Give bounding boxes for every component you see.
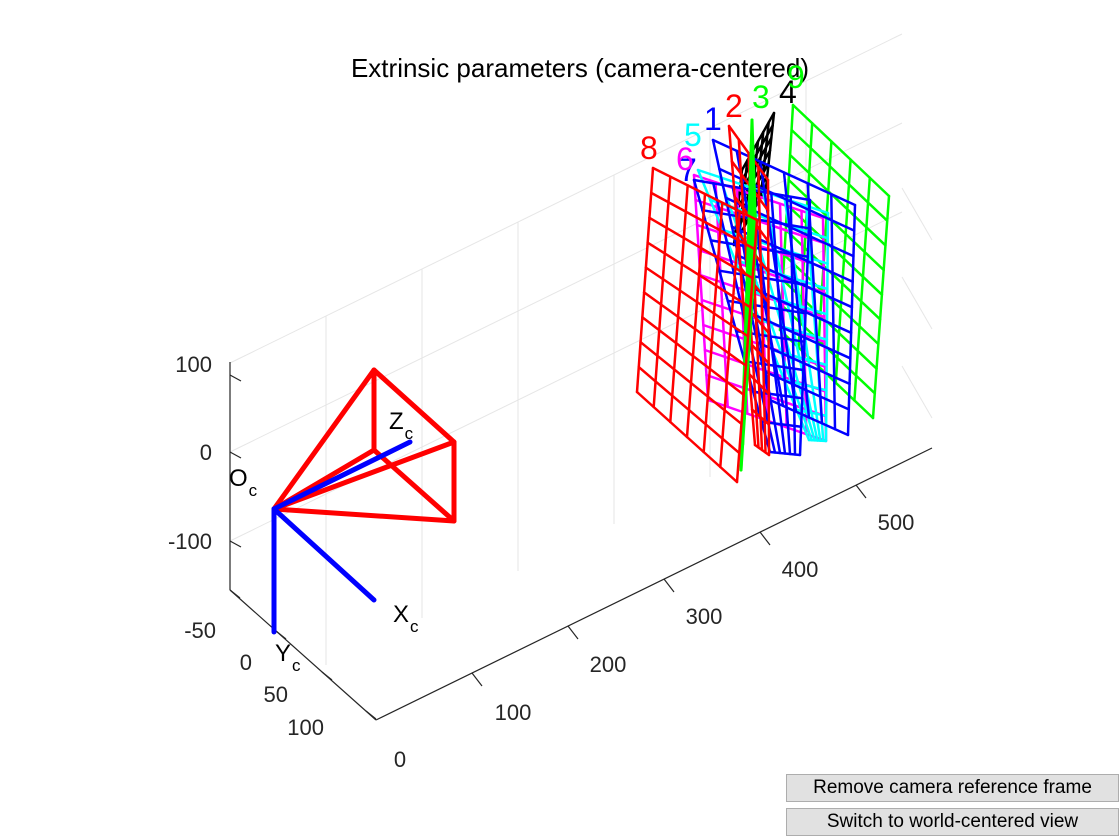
plane-8-horizontal-line [648, 216, 754, 280]
x-axis-label: Xc [393, 601, 419, 636]
plane-label-4: 4 [779, 74, 797, 110]
plane-1-horizontal-line [768, 398, 850, 437]
plane-8-vertical-line [635, 166, 655, 394]
x-tick-label: 100 [287, 715, 324, 740]
plane-8-vertical-line [685, 192, 707, 439]
camera-x-axis [271, 506, 377, 603]
plane-label-7: 7 [679, 152, 697, 188]
plane-1-horizontal-line [762, 369, 851, 411]
plane-labels: 8 7 6 5 1 2 3 4 9 [640, 59, 805, 188]
plane-9-vertical-line [853, 176, 872, 402]
calibration-plane-8 [635, 166, 759, 484]
z-tick-label: -100 [168, 529, 212, 554]
z-tick-label: 100 [175, 352, 212, 377]
plane-5-vertical-line [824, 211, 830, 443]
plane-label-5: 5 [684, 117, 702, 153]
plane-6-vertical-line [692, 173, 710, 402]
plane-7-vertical-line [770, 192, 792, 456]
plane-label-6: 6 [676, 141, 694, 177]
x-tick-label: 50 [264, 682, 288, 707]
z-tick-labels: 100 0 -100 [168, 352, 212, 554]
plane-9-horizontal-line [785, 203, 884, 296]
plane-8-horizontal-line [641, 316, 745, 396]
depth-tick-label: 200 [590, 652, 627, 677]
plane-8-horizontal-line [642, 291, 748, 367]
depth-tick-label: 0 [394, 747, 406, 772]
plane-8-vertical-line [669, 184, 689, 424]
depth-tick-label: 300 [686, 604, 723, 629]
plane-5-vertical-line [761, 190, 819, 442]
plane-label-8: 8 [640, 130, 658, 166]
plane-2-horizontal-line [750, 408, 771, 426]
plane-8-horizontal-line [649, 191, 757, 251]
camera-axis-labels: Oc Xc Yc Zc [229, 408, 419, 675]
plane-label-9: 9 [787, 59, 805, 95]
plane-7-horizontal-line [726, 299, 807, 315]
x-tick-label: -50 [184, 618, 216, 643]
plane-1-horizontal-line [711, 138, 857, 207]
plane-1-horizontal-line [737, 254, 854, 309]
plane-2-vertical-line [757, 165, 767, 454]
camera-frustum [271, 367, 457, 524]
plane-8-horizontal-line [646, 241, 752, 309]
plane-7-horizontal-line [743, 360, 805, 372]
plane-8-horizontal-line [635, 390, 739, 484]
x-axis-line [229, 589, 377, 721]
plane-2-horizontal-line [747, 372, 771, 396]
plane-2-vertical-line [766, 178, 771, 457]
switch-world-view-button[interactable]: Switch to world-centered view [786, 808, 1119, 836]
figure-title: Extrinsic parameters (camera-centered) [351, 53, 809, 83]
depth-tick-label: 400 [782, 557, 819, 582]
plane-7-horizontal-line [751, 390, 804, 400]
plane-8-vertical-line [735, 218, 759, 484]
camera-z-axis [271, 439, 413, 512]
plane-label-2: 2 [725, 88, 743, 124]
depth-tick-label: 100 [495, 700, 532, 725]
plane-1-vertical-line [830, 192, 837, 431]
depth-tick-label: 500 [878, 510, 915, 535]
z-tick-label: 0 [200, 440, 212, 465]
depth-axis-line [375, 447, 933, 721]
plane-3-horizontal-line [749, 144, 756, 268]
remove-camera-frame-button[interactable]: Remove camera reference frame [786, 774, 1119, 802]
camera-axes [271, 439, 413, 635]
plane-9-vertical-line [834, 158, 852, 385]
plane-8-horizontal-line [637, 365, 741, 455]
plane-9-vertical-line [871, 194, 891, 420]
plane-9-horizontal-line [788, 153, 887, 247]
plane-1-horizontal-line [724, 196, 855, 258]
plane-label-3: 3 [752, 79, 770, 115]
plane-2-horizontal-line [753, 443, 771, 457]
plane-5-horizontal-line [807, 438, 828, 443]
z-axis-label: Zc [389, 408, 414, 443]
plane-9-horizontal-line [787, 178, 885, 272]
plane-9-horizontal-line [783, 253, 880, 346]
plane-8-vertical-line [702, 201, 724, 454]
plane-1-vertical-line [782, 171, 811, 419]
plane-7-vertical-line [789, 195, 797, 456]
depth-tick-labels: 0 100 200 300 400 500 [394, 510, 914, 772]
plane-2-horizontal-line [727, 124, 770, 182]
plane-8-horizontal-line [639, 340, 743, 426]
plane-4-horizontal-line [764, 111, 776, 190]
plane-8-vertical-line [652, 175, 672, 409]
plane-1-vertical-line [846, 203, 857, 437]
plane-4-horizontal-line [759, 121, 770, 199]
plane-9-horizontal-line [790, 128, 889, 222]
axis-lines [229, 362, 933, 721]
plane-8-horizontal-line [651, 166, 759, 222]
plane-9-horizontal-line [791, 103, 891, 198]
plane-label-1: 1 [704, 101, 722, 137]
plane-2-vertical-line [727, 124, 757, 447]
x-tick-labels: -50 0 50 100 [184, 618, 324, 740]
origin-label: Oc [229, 465, 258, 500]
plane-7-vertical-line [798, 198, 812, 457]
y-axis-label: Yc [275, 640, 301, 675]
plane-7-horizontal-line [768, 450, 802, 457]
plane-8-horizontal-line [644, 266, 750, 338]
plane-8-vertical-line [719, 210, 741, 469]
x-tick-label: 0 [240, 650, 252, 675]
